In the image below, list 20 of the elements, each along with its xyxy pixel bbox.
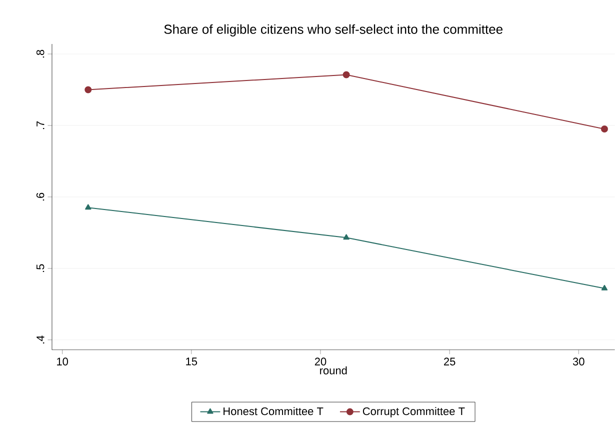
legend-label: Corrupt Committee T — [362, 407, 465, 418]
point — [84, 86, 92, 94]
point — [85, 204, 92, 210]
point — [600, 126, 608, 133]
y-tick-label: .5 — [36, 264, 44, 272]
chart-title: Share of eligible citizens who self-select into the committee — [164, 24, 502, 37]
point — [342, 71, 350, 78]
x-tick-label: 30 — [572, 358, 584, 366]
x-tick-label: 15 — [186, 358, 198, 366]
x-tick-label: 25 — [444, 358, 456, 366]
point — [601, 284, 608, 290]
legend-label: Honest Committee T — [224, 407, 324, 416]
x-tick-label: 20 — [314, 358, 326, 366]
x-axis-title: round — [320, 366, 347, 374]
x-tick-label: 10 — [57, 358, 68, 366]
y-tick-label: .4 — [36, 336, 44, 344]
y-tick-label: .7 — [36, 122, 44, 130]
y-tick-label: .6 — [36, 192, 44, 201]
y-tick-label: .8 — [36, 50, 44, 58]
point — [343, 234, 350, 240]
